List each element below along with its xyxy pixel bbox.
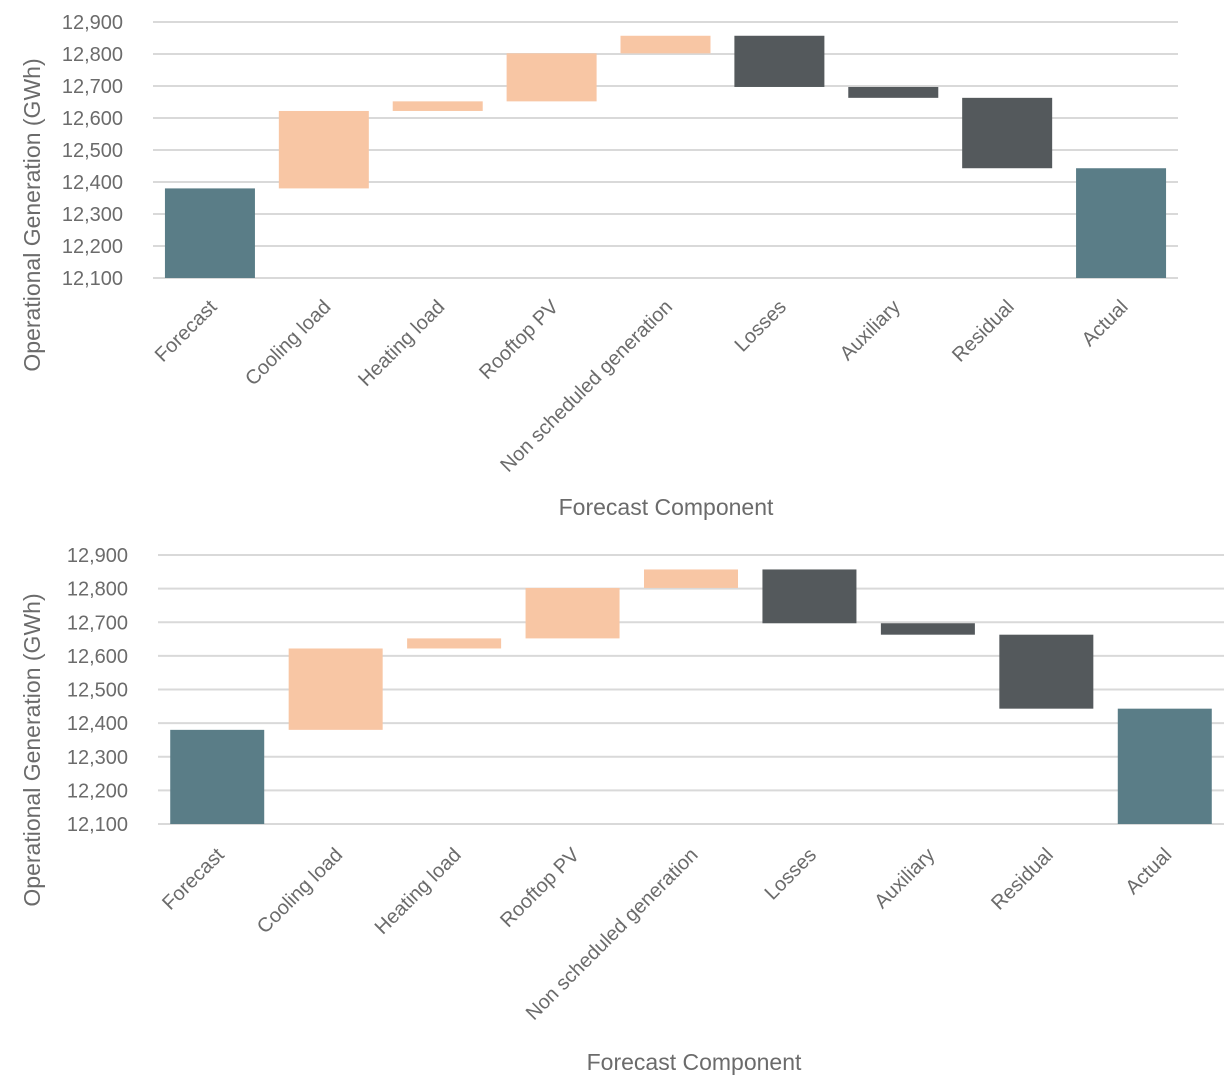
bar-increase: [407, 638, 502, 649]
bar-increase: [278, 110, 369, 189]
y-axis-title: Operational Generation (GWh): [19, 58, 45, 371]
bar-total: [164, 188, 255, 278]
bar-decrease: [734, 35, 825, 87]
y-tick-label: 12,900: [62, 12, 123, 34]
x-category-label: Forecast: [151, 296, 222, 367]
bar-decrease: [999, 634, 1094, 709]
y-tick-label: 12,900: [67, 545, 128, 567]
x-category-label: Actual: [1121, 844, 1176, 899]
x-category-label: Heating load: [354, 296, 449, 391]
x-category-label: Auxiliary: [836, 296, 905, 365]
y-tick-label: 12,600: [62, 108, 123, 130]
x-category-label: Heating load: [371, 844, 466, 939]
bar-decrease: [962, 97, 1053, 169]
y-tick-label: 12,200: [67, 780, 128, 802]
y-tick-label: 12,700: [62, 76, 123, 98]
bar-total: [170, 729, 265, 824]
waterfall-chart-top: 12,100 12,200 12,300 12,400 12,500 12,600 12,7…: [19, 12, 1178, 520]
x-axis-title: Forecast Component: [559, 494, 774, 520]
x-category-label: Rooftop PV: [496, 844, 584, 932]
y-tick-label: 12,100: [62, 268, 123, 290]
x-category-label: Cooling load: [253, 844, 347, 938]
bar-increase: [620, 35, 711, 54]
y-tick-label: 12,400: [62, 172, 123, 194]
bar-increase: [506, 53, 597, 102]
y-tick-label: 12,100: [67, 814, 128, 836]
x-category-label: Losses: [761, 844, 821, 904]
x-category-label: Residual: [987, 844, 1058, 915]
y-tick-label: 12,700: [67, 612, 128, 634]
x-category-label: Forecast: [158, 844, 229, 915]
y-axis-title: Operational Generation (GWh): [19, 593, 45, 906]
bar-total: [1076, 168, 1167, 278]
bar-increase: [644, 569, 738, 588]
y-tick-label: 12,200: [62, 236, 123, 258]
x-category-label: Cooling load: [241, 296, 335, 390]
bar-decrease: [762, 569, 857, 624]
y-tick-label: 12,300: [62, 204, 123, 226]
y-tick-label: 12,500: [62, 140, 123, 162]
y-tick-label: 12,800: [67, 579, 128, 601]
bar-increase: [392, 101, 483, 111]
bar-decrease: [880, 623, 975, 635]
bar-total: [1117, 708, 1212, 824]
x-category-label: Residual: [948, 296, 1019, 367]
y-tick-label: 12,400: [67, 713, 128, 735]
bar-increase: [288, 648, 383, 730]
x-category-label: Losses: [731, 296, 791, 356]
x-category-label: Actual: [1078, 296, 1133, 351]
waterfall-chart-bottom: 12,100 12,200 12,300 12,400 12,500 12,600 12,7…: [19, 545, 1224, 1075]
bar-increase: [525, 587, 620, 639]
bar-decrease: [848, 86, 939, 98]
y-tick-label: 12,300: [67, 747, 128, 769]
x-category-label: Auxiliary: [870, 844, 939, 913]
y-tick-label: 12,600: [67, 646, 128, 668]
x-axis-title: Forecast Component: [587, 1049, 802, 1075]
y-tick-label: 12,500: [67, 680, 128, 702]
x-category-label: Rooftop PV: [475, 296, 563, 384]
y-tick-label: 12,800: [62, 44, 123, 66]
